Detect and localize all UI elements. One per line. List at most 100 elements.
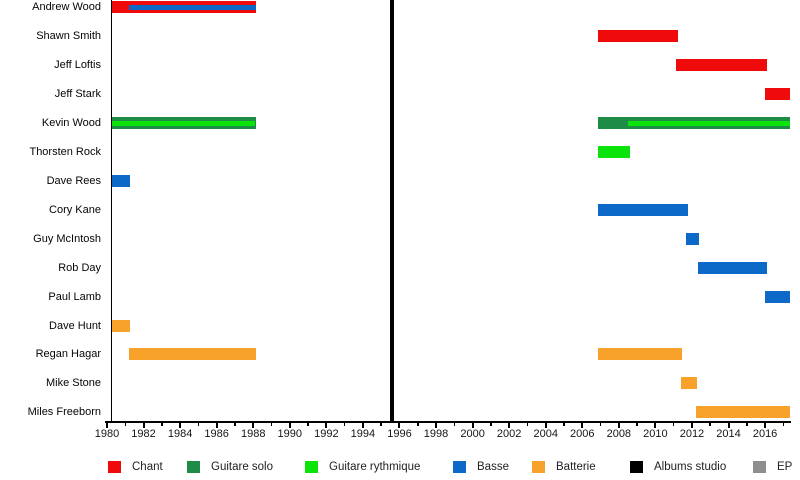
- legend-swatch-chant: [108, 461, 121, 473]
- x-axis-tick-label: 2006: [570, 428, 595, 440]
- legend-swatch-batterie: [532, 461, 545, 473]
- x-axis-minor-tick: [234, 422, 236, 426]
- timeline-bar-batterie: [695, 406, 790, 419]
- x-axis-minor-tick: [490, 422, 492, 426]
- timeline-bar-batterie: [111, 319, 130, 332]
- member-label: Dave Rees: [46, 174, 101, 187]
- x-axis-major-tick: [252, 422, 255, 428]
- x-axis-minor-tick: [197, 422, 200, 426]
- timeline-overlay-bar-guitare_rythmique: [112, 120, 256, 126]
- member-label: Miles Freeborn: [27, 406, 101, 419]
- x-axis-major-tick: [654, 422, 657, 428]
- member-label: Regan Hagar: [35, 348, 101, 361]
- x-axis-major-tick: [142, 422, 145, 428]
- timeline-overlay-bar-guitare_rythmique: [627, 120, 790, 126]
- x-axis-major-tick: [398, 422, 401, 428]
- x-axis-tick-label: 1980: [94, 428, 120, 440]
- timeline-bar-basse: [686, 232, 700, 245]
- timeline-bar-basse: [597, 203, 689, 216]
- timeline-bar-chant: [676, 59, 767, 72]
- x-axis-minor-tick: [746, 422, 748, 426]
- legend-label-basse: Basse: [477, 461, 509, 473]
- x-axis-minor-tick: [782, 422, 785, 426]
- member-label: Thorsten Rock: [29, 145, 101, 158]
- x-axis-tick-label: 1992: [314, 428, 339, 440]
- timeline-bar-batterie: [597, 348, 682, 361]
- x-axis-major-tick: [764, 422, 767, 428]
- x-axis-minor-tick: [417, 422, 419, 426]
- x-axis-tick-label: 1984: [167, 428, 193, 440]
- x-axis-tick-label: 2010: [643, 428, 668, 440]
- x-axis-minor-tick: [380, 422, 382, 426]
- x-axis-tick-label: 1990: [277, 428, 303, 440]
- legend-label-chant: Chant: [132, 461, 163, 473]
- x-axis-minor-tick: [453, 422, 456, 426]
- legend-swatch-ep: [753, 461, 766, 473]
- x-axis-tick-label: 2000: [460, 428, 485, 440]
- member-label: Dave Hunt: [49, 319, 101, 332]
- x-axis-minor-tick: [563, 422, 565, 426]
- timeline-bar-batterie: [680, 377, 698, 390]
- x-axis-major-tick: [617, 422, 620, 428]
- x-axis-major-tick: [471, 422, 474, 428]
- timeline-bar-basse: [111, 174, 130, 187]
- x-axis-tick-label: 1994: [350, 428, 376, 440]
- member-label: Kevin Wood: [41, 117, 101, 130]
- x-axis-minor-tick: [526, 422, 529, 426]
- timeline-bar-basse: [698, 261, 767, 274]
- legend-label-batterie: Batterie: [556, 461, 596, 473]
- plot-left-border: [110, 0, 112, 423]
- member-label: Andrew Wood: [32, 1, 101, 14]
- member-label: Jeff Loftis: [54, 59, 101, 72]
- x-axis-line: [105, 420, 791, 423]
- x-axis-minor-tick: [343, 422, 346, 426]
- legend-label-guitare_solo: Guitare solo: [211, 461, 274, 473]
- x-axis-tick-label: 2002: [496, 428, 522, 440]
- legend-label-ep: EP: [777, 461, 793, 473]
- timeline-bar-guitare_rythmique: [597, 145, 630, 158]
- legend-label-guitare_rythmique: Guitare rythmique: [329, 461, 421, 473]
- legend-swatch-guitare_solo: [187, 461, 200, 473]
- legend-label-albums_studio: Albums studio: [654, 461, 727, 473]
- x-axis-major-tick: [508, 422, 511, 428]
- x-axis-tick-label: 1998: [423, 428, 449, 440]
- x-axis-minor-tick: [599, 422, 602, 426]
- x-axis-minor-tick: [307, 422, 309, 426]
- x-axis-tick-label: 2004: [533, 428, 558, 440]
- member-label: Cory Kane: [49, 203, 101, 216]
- timeline-overlay-bar-basse: [128, 4, 256, 10]
- x-axis-major-tick: [435, 422, 438, 428]
- x-axis-tick-label: 1986: [204, 428, 229, 440]
- x-axis-major-tick: [179, 422, 182, 428]
- x-axis-tick-label: 1996: [387, 428, 412, 440]
- timeline-bar-batterie: [128, 348, 256, 361]
- legend-swatch-albums_studio: [630, 461, 643, 473]
- album-release-line: [390, 0, 395, 423]
- x-axis-minor-tick: [161, 422, 163, 426]
- member-label: Mike Stone: [45, 377, 101, 390]
- x-axis-major-tick: [690, 422, 693, 428]
- x-axis-tick-label: 2016: [752, 428, 778, 440]
- x-axis-minor-tick: [672, 422, 675, 426]
- x-axis-major-tick: [215, 422, 218, 428]
- x-axis-minor-tick: [709, 422, 711, 426]
- x-axis-major-tick: [361, 422, 364, 428]
- x-axis-tick-label: 1982: [131, 428, 156, 440]
- member-label: Paul Lamb: [48, 290, 101, 303]
- member-label: Guy McIntosh: [33, 232, 101, 245]
- member-label: Rob Day: [58, 261, 101, 274]
- member-label: Shawn Smith: [36, 30, 101, 43]
- x-axis-minor-tick: [124, 422, 127, 426]
- x-axis-major-tick: [325, 422, 328, 428]
- x-axis-major-tick: [727, 422, 730, 428]
- x-axis-minor-tick: [270, 422, 273, 426]
- x-axis-minor-tick: [636, 422, 638, 426]
- x-axis-major-tick: [106, 422, 108, 428]
- timeline-bar-chant: [765, 88, 790, 101]
- x-axis-major-tick: [288, 422, 291, 428]
- timeline-bar-chant: [597, 30, 679, 43]
- x-axis-major-tick: [544, 422, 547, 428]
- x-axis-tick-label: 2012: [679, 428, 705, 440]
